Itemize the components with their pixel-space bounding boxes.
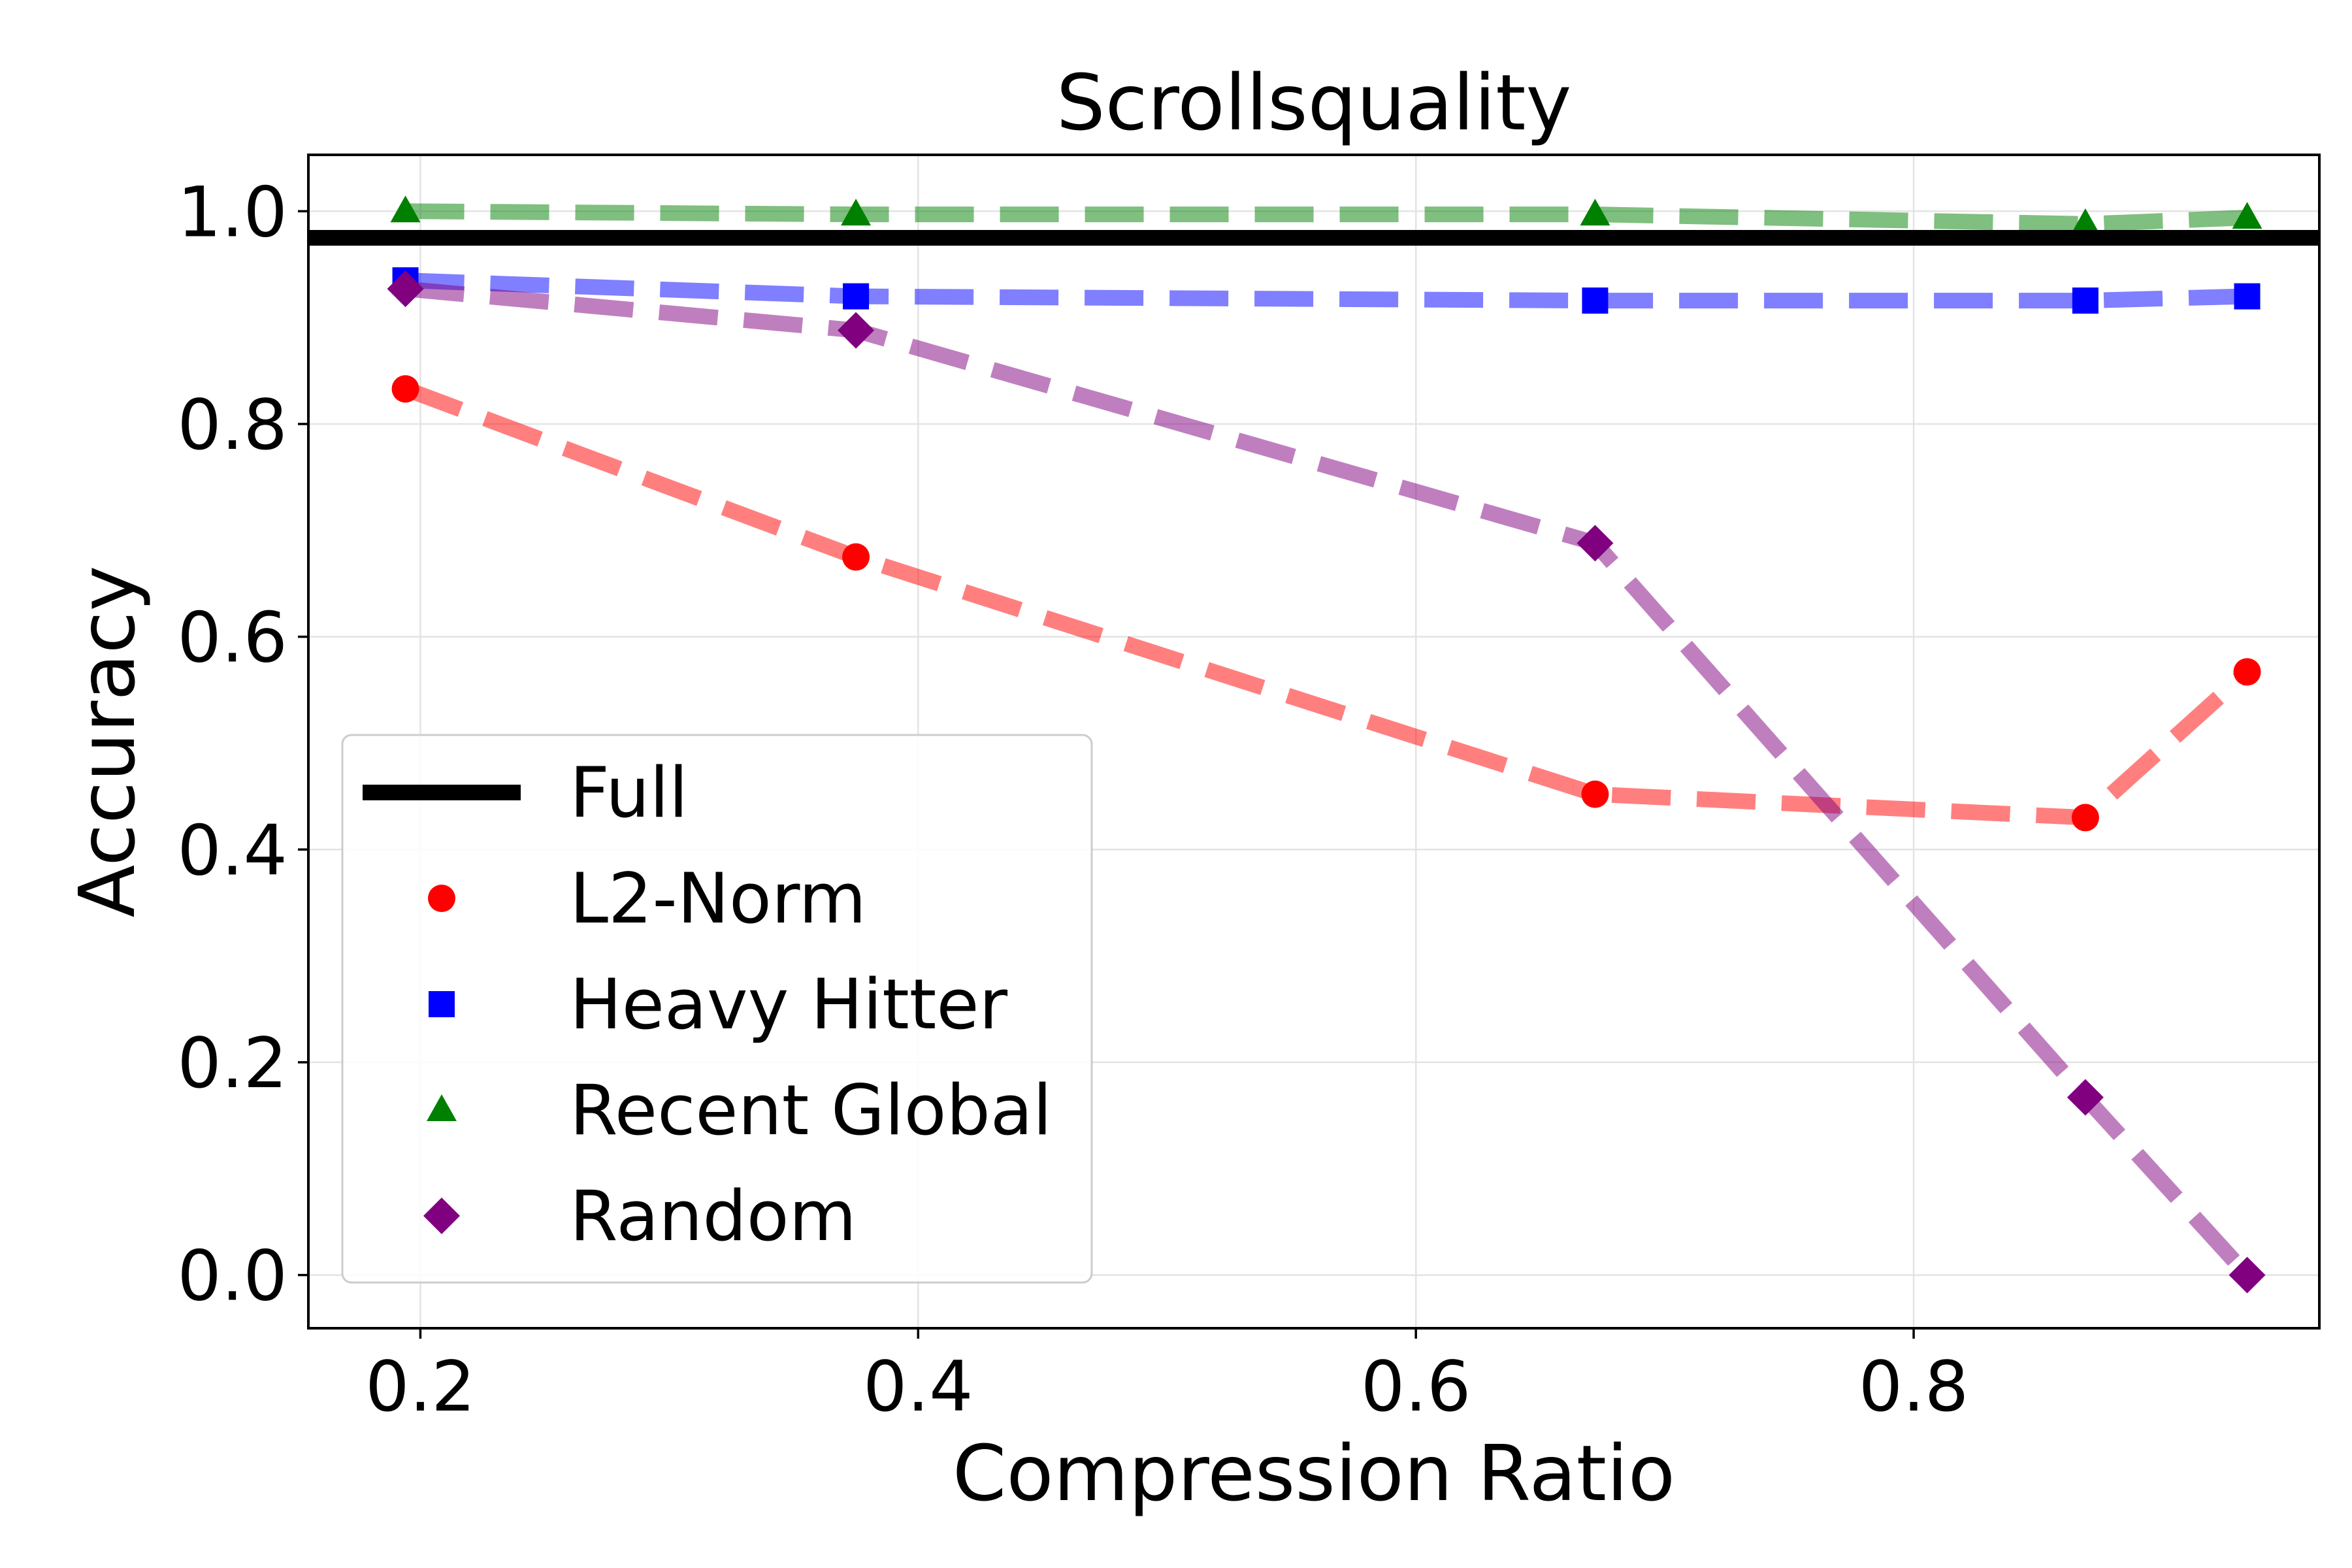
data-point (1576, 525, 1614, 562)
data-point (841, 199, 872, 226)
legend-label: Full (570, 753, 688, 833)
legend-box (341, 734, 1093, 1284)
plot-series (308, 195, 2319, 1294)
x-tick-label: 0.8 (1859, 1347, 1969, 1427)
legend-label: L2-Norm (570, 858, 866, 939)
legend-marker (427, 1094, 457, 1121)
y-tick-label: 0.2 (177, 1023, 287, 1103)
data-point (2070, 208, 2100, 235)
legend-label: Random (570, 1176, 857, 1256)
chart-title: Scrollsquality (1056, 57, 1572, 148)
data-point (1582, 287, 1609, 314)
data-point (2072, 287, 2099, 314)
x-tick-label: 0.2 (365, 1347, 476, 1427)
legend-label: Heavy Hitter (570, 964, 1008, 1045)
y-tick-label: 0.6 (177, 598, 287, 678)
data-point (2233, 658, 2261, 686)
series-line (402, 381, 2253, 826)
data-point (842, 543, 870, 571)
legend-marker (428, 885, 455, 912)
y-axis-label: Accuracy (62, 566, 152, 918)
legend-marker (429, 991, 455, 1017)
data-point (838, 312, 875, 349)
legend-label: Recent Global (570, 1070, 1052, 1151)
legend-marker (423, 1198, 460, 1234)
data-point (2066, 1079, 2104, 1116)
data-point (2071, 804, 2099, 832)
data-point (387, 270, 424, 308)
data-point (1581, 780, 1609, 808)
data-point (2234, 283, 2261, 310)
x-tick-label: 0.4 (863, 1347, 973, 1427)
plot-frame (307, 154, 2321, 1330)
y-tick-label: 0.8 (177, 385, 287, 465)
data-point (390, 195, 421, 223)
y-tick-label: 1.0 (177, 172, 287, 252)
x-tick-label: 0.6 (1361, 1347, 1471, 1427)
data-point (1580, 199, 1610, 226)
x-axis-label: Compression Ratio (953, 1428, 1675, 1518)
data-point (391, 375, 419, 403)
data-point (843, 283, 870, 310)
data-point (2229, 1256, 2266, 1294)
axis-ticks: 0.2 0.4 0.6 0.8 0.0 0.2 0.4 0.6 0.8 1.0 (177, 172, 1968, 1427)
y-tick-label: 0.0 (177, 1236, 287, 1316)
data-point (2232, 202, 2262, 229)
legend: Full L2-Norm Heavy Hitter Recent Global Rand… (341, 734, 1093, 1284)
y-tick-label: 0.4 (177, 810, 287, 890)
